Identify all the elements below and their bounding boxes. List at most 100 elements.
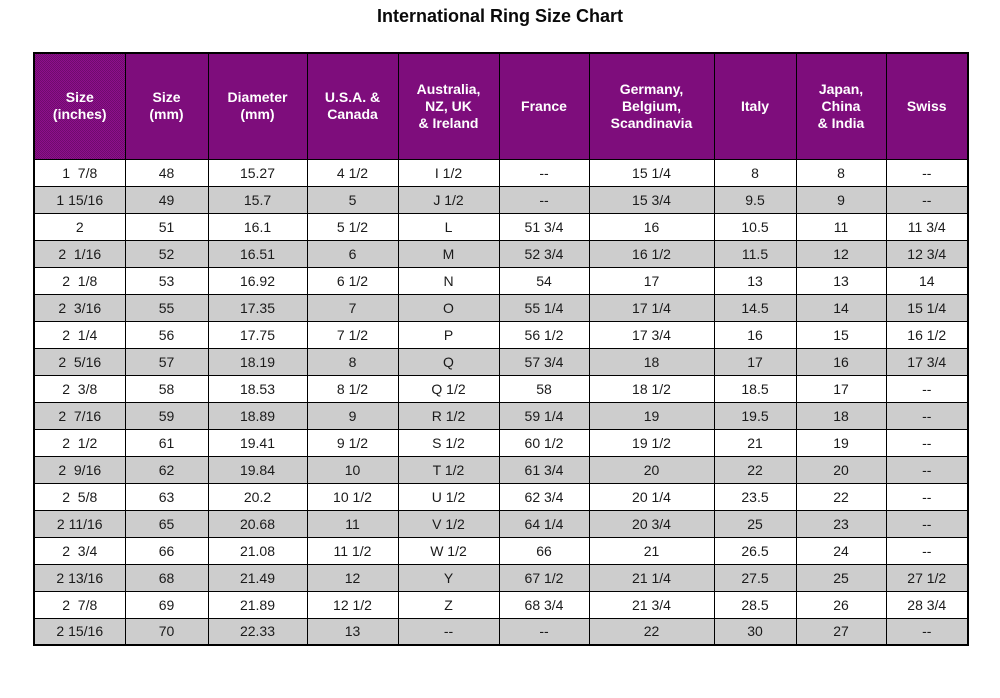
page-title: International Ring Size Chart	[376, 6, 624, 26]
table-cell: 21 1/4	[588, 563, 715, 592]
table-cell: 19.5	[713, 401, 797, 430]
table-cell: 48	[124, 158, 209, 187]
table-cell: 20	[588, 455, 715, 484]
table-cell: 65	[124, 509, 209, 538]
table-cell: 10	[306, 455, 399, 484]
table-cell: 62	[124, 455, 209, 484]
table-cell: 2	[33, 212, 126, 241]
table-cell: 21	[588, 536, 715, 565]
table-row: 2 13/16 68 21.49 12 Y 67 1/2 21 1/4 27.5 25 27 1/…	[33, 563, 969, 592]
table-cell: 15 1/4	[588, 158, 715, 187]
table-cell: 12 1/2	[306, 590, 399, 619]
header-row: Size (inches) Size (mm) Diameter (mm) U.S.A…	[33, 52, 969, 160]
table-cell: 69	[124, 590, 209, 619]
table-cell: R 1/2	[397, 401, 500, 430]
table-cell: W 1/2	[397, 536, 500, 565]
table-cell: 16	[588, 212, 715, 241]
table-cell: 14	[885, 266, 969, 295]
table-cell: 20.2	[207, 482, 308, 511]
table-cell: 25	[795, 563, 887, 592]
column-header-size: Size (mm)	[124, 52, 209, 160]
table-cell: --	[498, 158, 590, 187]
table-cell: 15	[795, 320, 887, 349]
table-cell: --	[498, 185, 590, 214]
table-cell: 57	[124, 347, 209, 376]
table-cell: 18.19	[207, 347, 308, 376]
table-cell: 26.5	[713, 536, 797, 565]
table-cell: --	[885, 401, 969, 430]
table-row: 2 51 16.1 5 1/2 L 51 3/4 16 10.5 11 11 3/4	[33, 212, 969, 241]
table-header: Size (inches) Size (mm) Diameter (mm) U.S.A…	[33, 52, 969, 160]
table-cell: 13	[795, 266, 887, 295]
table-row: 2 7/16 59 18.89 9 R 1/2 59 1/4 19 19.5 18 --	[33, 401, 969, 430]
table-cell: 2 1/16	[33, 239, 126, 268]
table-cell: 18 1/2	[588, 374, 715, 403]
table-cell: 23	[795, 509, 887, 538]
table-row: 1 7/8 48 15.27 4 1/2 I 1/2 -- 15 1/4 8 8 --	[33, 158, 969, 187]
table-cell: 5	[306, 185, 399, 214]
table-row: 2 7/8 69 21.89 12 1/2 Z 68 3/4 21 3/4 28.5 26 28 …	[33, 590, 969, 619]
table-cell: 22	[795, 482, 887, 511]
table-cell: --	[885, 536, 969, 565]
table-cell: 60 1/2	[498, 428, 590, 457]
table-cell: 27 1/2	[885, 563, 969, 592]
table-cell: 52	[124, 239, 209, 268]
table-cell: 68 3/4	[498, 590, 590, 619]
table-row: 2 1/8 53 16.92 6 1/2 N 54 17 13 13 14	[33, 266, 969, 295]
table-cell: 2 11/16	[33, 509, 126, 538]
table-cell: 51 3/4	[498, 212, 590, 241]
table-cell: 30	[713, 617, 797, 646]
table-cell: 49	[124, 185, 209, 214]
table-cell: 66	[498, 536, 590, 565]
table-cell: 18.5	[713, 374, 797, 403]
table-cell: 67 1/2	[498, 563, 590, 592]
table-cell: 15.27	[207, 158, 308, 187]
table-cell: 8	[306, 347, 399, 376]
table-cell: P	[397, 320, 500, 349]
table-cell: 1 7/8	[33, 158, 126, 187]
column-header-size: Size (inches)	[33, 52, 126, 160]
table-row: 2 15/16 70 22.33 13 -- -- 22 30 27 --	[33, 617, 969, 646]
table-cell: 63	[124, 482, 209, 511]
table-cell: 9	[306, 401, 399, 430]
table-row: 2 1/4 56 17.75 7 1/2 P 56 1/2 17 3/4 16 15 16 1/2	[33, 320, 969, 349]
table-cell: V 1/2	[397, 509, 500, 538]
table-cell: --	[885, 185, 969, 214]
table-cell: 19.41	[207, 428, 308, 457]
table-cell: 11.5	[713, 239, 797, 268]
table-cell: 19 1/2	[588, 428, 715, 457]
table-cell: Z	[397, 590, 500, 619]
table-cell: 21.08	[207, 536, 308, 565]
table-cell: 56	[124, 320, 209, 349]
table-cell: 2 1/2	[33, 428, 126, 457]
table-cell: 11 3/4	[885, 212, 969, 241]
table-cell: 27	[795, 617, 887, 646]
table-row: 2 9/16 62 19.84 10 T 1/2 61 3/4 20 22 20 --	[33, 455, 969, 484]
table-cell: 58	[124, 374, 209, 403]
table-cell: 21 3/4	[588, 590, 715, 619]
table-row: 2 1/2 61 19.41 9 1/2 S 1/2 60 1/2 19 1/2 21 19 --	[33, 428, 969, 457]
table-cell: Y	[397, 563, 500, 592]
table-cell: 12	[795, 239, 887, 268]
table-row: 2 5/8 63 20.2 10 1/2 U 1/2 62 3/4 20 1/4 23.5 22…	[33, 482, 969, 511]
table-cell: 7	[306, 293, 399, 322]
table-cell: 17	[588, 266, 715, 295]
table-cell: T 1/2	[397, 455, 500, 484]
table-cell: 12 3/4	[885, 239, 969, 268]
table-cell: 19.84	[207, 455, 308, 484]
table-cell: 20	[795, 455, 887, 484]
table-cell: 68	[124, 563, 209, 592]
table-cell: 18.53	[207, 374, 308, 403]
table-cell: 16.1	[207, 212, 308, 241]
table-row: 2 5/16 57 18.19 8 Q 57 3/4 18 17 16 17 3/4	[33, 347, 969, 376]
table-cell: 16 1/2	[588, 239, 715, 268]
table-cell: 17	[795, 374, 887, 403]
table-cell: O	[397, 293, 500, 322]
table-cell: 55 1/4	[498, 293, 590, 322]
table-cell: 8	[713, 158, 797, 187]
table-cell: 9.5	[713, 185, 797, 214]
table-cell: 57 3/4	[498, 347, 590, 376]
table-row: 2 3/4 66 21.08 11 1/2 W 1/2 66 21 26.5 24 --	[33, 536, 969, 565]
table-cell: S 1/2	[397, 428, 500, 457]
table-cell: 66	[124, 536, 209, 565]
